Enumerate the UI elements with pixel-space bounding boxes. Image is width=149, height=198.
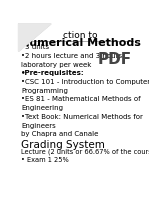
Text: •2 hours lecture and 3 hours: •2 hours lecture and 3 hours: [21, 53, 122, 59]
Text: •ES 81 - Mathematical Methods of: •ES 81 - Mathematical Methods of: [21, 96, 141, 103]
Text: PDF: PDF: [98, 52, 132, 67]
Text: •Text Book: Numerical Methods for: •Text Book: Numerical Methods for: [21, 114, 143, 120]
Text: • Exam 1 25%: • Exam 1 25%: [21, 157, 69, 163]
Text: •CSC 101 - Introduction to Computer: •CSC 101 - Introduction to Computer: [21, 79, 149, 85]
Text: Engineers: Engineers: [21, 123, 56, 129]
Text: ction to: ction to: [63, 31, 97, 40]
Text: •Pre-requisites:: •Pre-requisites:: [21, 70, 85, 76]
Text: laboratory per week: laboratory per week: [21, 62, 91, 68]
Text: Engineering: Engineering: [21, 105, 63, 111]
Text: •3 units: •3 units: [21, 44, 49, 50]
Text: Grading System: Grading System: [21, 140, 105, 150]
Polygon shape: [19, 24, 51, 51]
Text: Numerical Methods: Numerical Methods: [20, 38, 141, 48]
Text: Lecture (2 units or 66.67% of the course):: Lecture (2 units or 66.67% of the course…: [21, 149, 149, 155]
Polygon shape: [19, 24, 51, 51]
Text: by Chapra and Canale: by Chapra and Canale: [21, 131, 98, 137]
Text: Programming: Programming: [21, 88, 68, 94]
